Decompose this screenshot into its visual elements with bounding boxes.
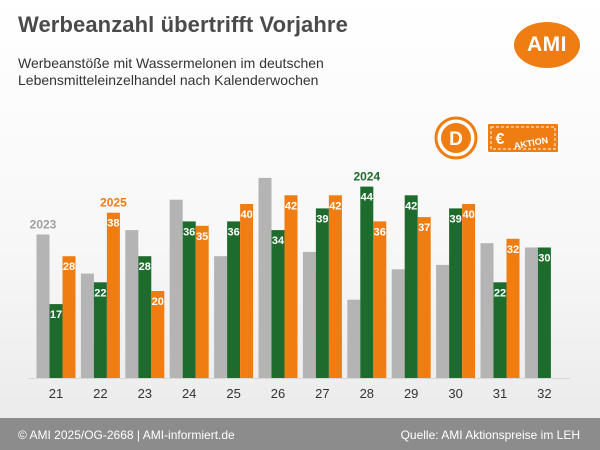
bar-value-label: 39 — [316, 213, 328, 225]
bar-2023-kw29 — [391, 269, 405, 378]
x-tick-label: 30 — [448, 386, 462, 401]
series-annotation-2024: 2024 — [353, 170, 380, 184]
series-annotation-2025: 2025 — [100, 196, 127, 210]
bar-value-label: 30 — [538, 253, 550, 265]
bar-2023-kw32 — [524, 247, 538, 378]
chart-title: Werbeanzahl übertrifft Vorjahre — [18, 12, 348, 37]
bar-2025-kw29 — [417, 217, 431, 378]
bar-value-label: 40 — [462, 209, 474, 221]
bar-value-label: 22 — [94, 287, 106, 299]
bar-2023-kw21 — [36, 234, 50, 378]
subtitle-line-2: Lebensmitteleinzelhandel nach Kalenderwo… — [18, 72, 319, 88]
bar-value-label: 42 — [329, 200, 341, 212]
bar-2023-kw30 — [436, 264, 450, 378]
x-tick-label: 24 — [182, 386, 196, 401]
ami-logo: AMI — [514, 22, 580, 68]
bar-2023-kw28 — [347, 299, 361, 378]
bar-2024-kw32 — [537, 247, 551, 378]
bar-value-label: 36 — [183, 226, 195, 238]
bar-value-label: 28 — [63, 261, 75, 273]
bar-2023-kw24 — [169, 199, 183, 378]
bar-2024-kw23 — [138, 256, 152, 378]
x-tick-label: 23 — [138, 386, 152, 401]
x-tick-label: 25 — [226, 386, 240, 401]
bar-2025-kw22 — [106, 212, 120, 378]
bar-2025-kw30 — [462, 204, 476, 378]
bar-value-label: 40 — [240, 209, 252, 221]
bar-2025-kw31 — [506, 238, 520, 378]
x-tick-label: 28 — [360, 386, 374, 401]
bar-2023-kw27 — [302, 251, 316, 378]
bar-2024-kw29 — [404, 195, 418, 378]
bar-value-label: 44 — [361, 192, 374, 204]
aktion-badge-icon: D € AKTION — [434, 116, 560, 160]
footer-copyright: © AMI 2025/OG-2668 | AMI-informiert.de — [18, 428, 235, 442]
bar-2025-kw24 — [195, 225, 209, 379]
x-tick-label: 21 — [49, 386, 63, 401]
bar-value-label: 39 — [449, 213, 461, 225]
bar-2024-kw26 — [271, 230, 285, 378]
footer-source: Quelle: AMI Aktionspreise im LEH — [400, 428, 580, 442]
x-tick-label: 31 — [493, 386, 507, 401]
bar-2024-kw28 — [360, 186, 374, 378]
series-annotation-2023: 2023 — [30, 218, 57, 232]
bar-2024-kw31 — [493, 282, 507, 378]
bar-2024-kw27 — [315, 208, 329, 378]
bar-value-label: 38 — [107, 218, 119, 230]
bar-2025-kw23 — [151, 291, 165, 378]
bar-value-label: 32 — [507, 244, 519, 256]
bar-2025-kw25 — [240, 204, 254, 378]
bar-value-label: 22 — [494, 287, 506, 299]
chart-subtitle: Werbeanstöße mit Wassermelonen im deutsc… — [18, 55, 438, 89]
x-tick-label: 22 — [93, 386, 107, 401]
bar-value-label: 42 — [405, 200, 417, 212]
subtitle-line-1: Werbeanstöße mit Wassermelonen im deutsc… — [18, 55, 324, 71]
bar-2024-kw24 — [182, 221, 196, 378]
bar-2025-kw21 — [62, 256, 76, 378]
bar-2023-kw31 — [480, 243, 494, 378]
x-tick-label: 32 — [537, 386, 551, 401]
bar-value-label: 42 — [285, 200, 297, 212]
badge-letter: D — [449, 129, 463, 150]
bar-2023-kw23 — [125, 230, 139, 378]
bar-value-label: 36 — [227, 226, 239, 238]
bar-value-label: 20 — [152, 296, 164, 308]
bar-2024-kw22 — [93, 282, 107, 378]
bar-2023-kw22 — [80, 273, 94, 378]
x-tick-label: 26 — [271, 386, 285, 401]
x-tick-label: 29 — [404, 386, 418, 401]
bar-2024-kw21 — [49, 304, 63, 378]
bar-value-label: 36 — [374, 226, 386, 238]
bar-2024-kw30 — [449, 208, 463, 378]
bar-value-label: 37 — [418, 222, 430, 234]
bar-value-label: 34 — [272, 235, 285, 247]
x-tick-label: 27 — [315, 386, 329, 401]
bar-2025-kw27 — [328, 195, 342, 378]
bar-value-label: 28 — [139, 261, 151, 273]
badge-currency: € — [496, 131, 505, 148]
bar-2025-kw28 — [373, 221, 387, 378]
ami-logo-text: AMI — [527, 33, 567, 56]
bar-2025-kw26 — [284, 195, 298, 378]
bar-2023-kw25 — [214, 256, 228, 378]
bar-value-label: 35 — [196, 231, 208, 243]
bar-value-label: 17 — [50, 309, 62, 321]
bar-2024-kw25 — [227, 221, 241, 378]
footer-bar: © AMI 2025/OG-2668 | AMI-informiert.de Q… — [0, 418, 600, 450]
bar-2023-kw26 — [258, 177, 272, 378]
